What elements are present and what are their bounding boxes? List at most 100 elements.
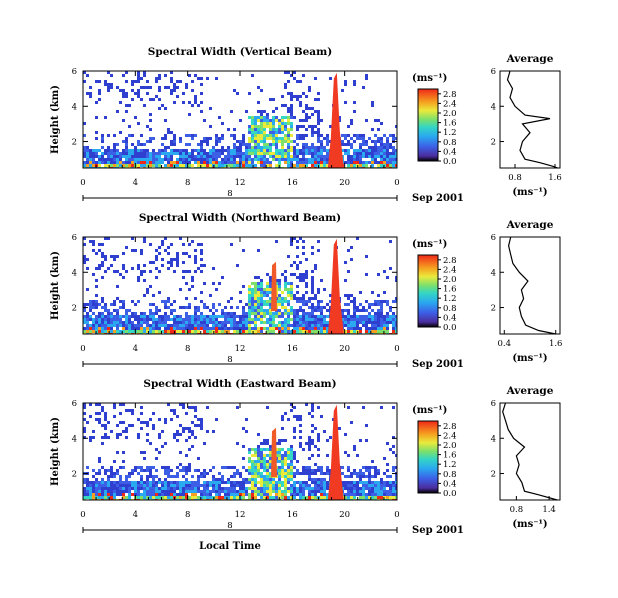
heatmap-cell — [128, 487, 131, 490]
heatmap-cell — [191, 149, 194, 152]
heatmap-cell — [323, 164, 326, 167]
heatmap-cell — [320, 327, 323, 330]
heatmap-cell — [185, 439, 188, 442]
heatmap-cell — [233, 490, 236, 493]
heatmap-cell — [278, 161, 281, 164]
heatmap-cell — [155, 306, 158, 309]
heatmap-cell — [314, 131, 317, 134]
heatmap-cell — [83, 146, 86, 149]
heatmap-cell — [341, 134, 344, 137]
heatmap-cell — [152, 466, 155, 469]
heatmap-cell — [329, 77, 332, 80]
heatmap-cell — [266, 149, 269, 152]
heatmap-cell — [86, 164, 89, 167]
heatmap-cell — [164, 237, 167, 240]
heatmap-cell — [152, 312, 155, 315]
heatmap-cell — [302, 279, 305, 282]
y-tick-label: 6 — [72, 399, 77, 409]
heatmap-cell — [260, 466, 263, 469]
y-tick-label: 4 — [72, 268, 77, 278]
heatmap-cell — [137, 484, 140, 487]
heatmap-cell — [203, 330, 206, 333]
heatmap-cell — [287, 321, 290, 324]
heatmap-cell — [158, 246, 161, 249]
heatmap-cell — [215, 487, 218, 490]
heatmap-cell — [197, 418, 200, 421]
heatmap-cell — [287, 92, 290, 95]
heatmap-cell — [254, 134, 257, 137]
heatmap-cell — [116, 158, 119, 161]
heatmap-cell — [83, 436, 86, 439]
heatmap-cell — [347, 469, 350, 472]
heatmap-cell — [200, 490, 203, 493]
heatmap-cell — [260, 309, 263, 312]
heatmap-cell — [368, 487, 371, 490]
heatmap-cell — [368, 475, 371, 478]
heatmap-cell — [245, 324, 248, 327]
heatmap-cell — [215, 288, 218, 291]
heatmap-cell — [251, 330, 254, 333]
heatmap-cell — [146, 481, 149, 484]
heatmap-cell — [320, 119, 323, 122]
heatmap-cell — [161, 466, 164, 469]
heatmap-cell — [305, 270, 308, 273]
heatmap-cell — [281, 95, 284, 98]
y-tick-label: 2 — [72, 138, 77, 148]
heatmap-cell — [305, 466, 308, 469]
colorbar-tick-label: 1.2 — [443, 460, 457, 470]
heatmap-cell — [182, 406, 185, 409]
heatmap-cell — [275, 487, 278, 490]
colorbar-tick-label: 1.6 — [443, 285, 457, 295]
heatmap-cell — [284, 86, 287, 89]
heatmap-cell — [272, 143, 275, 146]
heatmap-cell — [242, 427, 245, 430]
heatmap-cell — [359, 309, 362, 312]
heatmap-cell — [149, 330, 152, 333]
heatmap-cell — [257, 155, 260, 158]
heatmap-cell — [143, 270, 146, 273]
heatmap-cell — [116, 321, 119, 324]
heatmap-cell — [212, 327, 215, 330]
heatmap-cell — [257, 288, 260, 291]
heatmap-cell — [107, 134, 110, 137]
heatmap-cell — [149, 481, 152, 484]
heatmap-cell — [146, 475, 149, 478]
heatmap-cell — [149, 472, 152, 475]
heatmap-cell — [359, 327, 362, 330]
heatmap-cell — [323, 330, 326, 333]
heatmap-cell — [164, 158, 167, 161]
heatmap-cell — [368, 149, 371, 152]
heatmap-cell — [194, 330, 197, 333]
heatmap-cell — [194, 484, 197, 487]
heatmap-cell — [185, 472, 188, 475]
heatmap-cell — [131, 149, 134, 152]
heatmap-cell — [317, 484, 320, 487]
heatmap-cell — [251, 146, 254, 149]
heatmap-cell — [149, 158, 152, 161]
heatmap-cell — [386, 490, 389, 493]
heatmap-cell — [86, 487, 89, 490]
heatmap-cell — [143, 158, 146, 161]
heatmap-cell — [191, 318, 194, 321]
heatmap-cell — [266, 143, 269, 146]
heatmap-cell — [125, 309, 128, 312]
heatmap-cell — [104, 315, 107, 318]
heatmap-cell — [383, 152, 386, 155]
heatmap-cell — [245, 158, 248, 161]
heatmap-cell — [350, 421, 353, 424]
heatmap-cell — [272, 98, 275, 101]
heatmap-cell — [281, 460, 284, 463]
heatmap-cell — [194, 161, 197, 164]
heatmap-cell — [311, 330, 314, 333]
heatmap-cell — [203, 149, 206, 152]
heatmap-cell — [128, 161, 131, 164]
heatmap-cell — [290, 128, 293, 131]
heatmap-cell — [104, 327, 107, 330]
heatmap-cell — [200, 427, 203, 430]
heatmap-cell — [302, 146, 305, 149]
heatmap-cell — [149, 469, 152, 472]
heatmap-cell — [383, 324, 386, 327]
heatmap-cell — [263, 131, 266, 134]
heatmap-cell — [383, 490, 386, 493]
secondary-peak — [271, 427, 278, 478]
